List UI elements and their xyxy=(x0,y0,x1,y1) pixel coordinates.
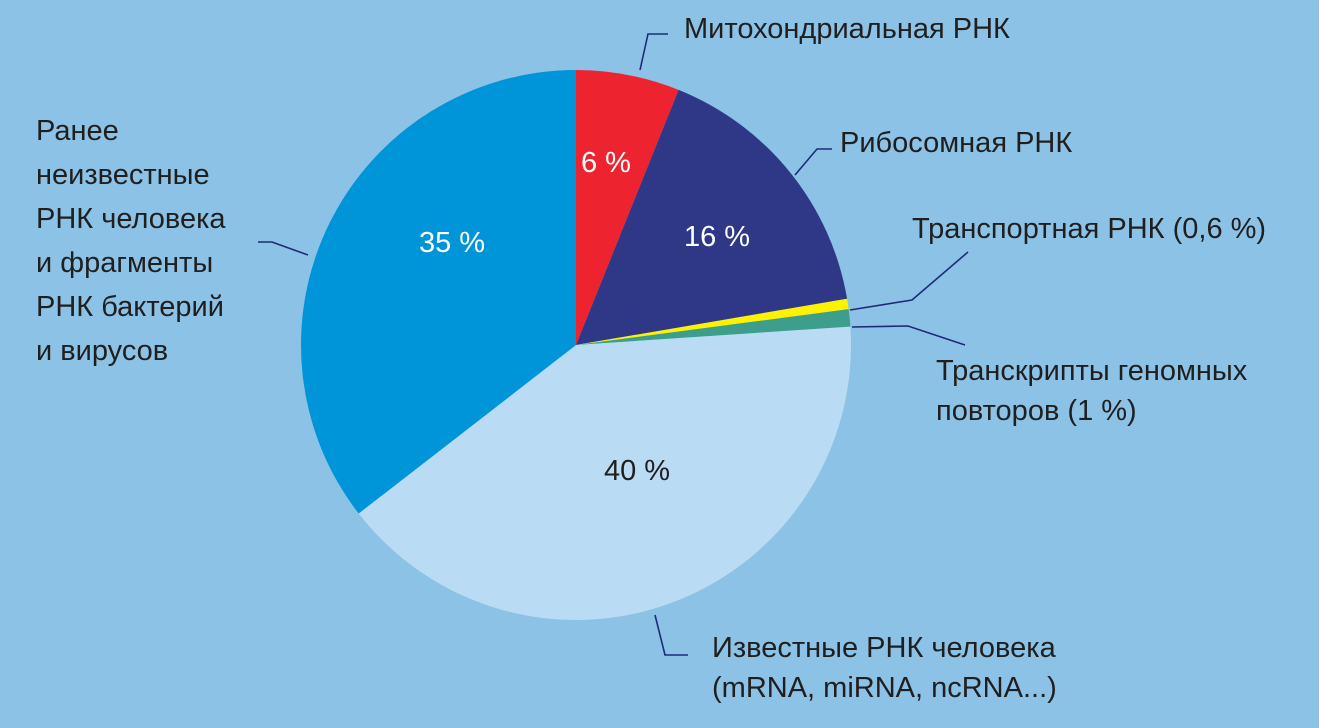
leader-line-mito xyxy=(639,33,668,71)
leader-line-known xyxy=(654,614,688,656)
callout-label-line: Транскрипты геномных xyxy=(936,355,1248,387)
callout-label-line: и вирусов xyxy=(36,335,168,367)
callout-label-line: (mRNA, miRNA, ncRNA...) xyxy=(712,672,1057,704)
pie-slice-known xyxy=(358,326,851,620)
callout-label-line: Известные РНК человека xyxy=(712,632,1057,664)
pie-slice-repeats xyxy=(576,309,851,345)
callout-label-trna: Транспортная РНК (0,6 %) xyxy=(912,213,1266,245)
callout-label-line: и фрагменты xyxy=(36,247,213,279)
callout-label-ribo: Рибосомная РНК xyxy=(840,127,1072,159)
leader-line-ribo xyxy=(794,148,832,176)
leader-line-trna xyxy=(849,251,969,311)
slice-value-label-unknown: 35 % xyxy=(419,227,485,259)
slice-callout-labels: Митохондриальная РНК Рибосомная РНК Трансп… xyxy=(36,13,1266,704)
slice-value-label-ribo: 16 % xyxy=(684,221,750,253)
callout-label-line: Транспортная РНК (0,6 %) xyxy=(912,213,1266,245)
callout-label-line: Рибосомная РНК xyxy=(840,127,1072,159)
pie-slice-mito xyxy=(576,70,679,345)
callout-label-line: неизвестные xyxy=(36,159,210,191)
callout-label-known: Известные РНК человека (mRNA, miRNA, ncRN… xyxy=(712,632,1057,704)
slice-value-label-known: 40 % xyxy=(604,455,670,487)
callout-label-unknown: Ранее неизвестные РНК человека и фрагменты Р… xyxy=(36,115,226,367)
pie-slice-unknown xyxy=(301,70,576,514)
callout-label-repeats: Транскрипты геномных повторов (1 %) xyxy=(936,355,1248,427)
leader-line-repeats xyxy=(851,325,966,346)
callout-label-line: РНК бактерий xyxy=(36,291,224,323)
pie-slice-ribo xyxy=(576,89,848,345)
leader-line-unknown xyxy=(258,241,309,256)
slice-value-labels: 6 % 16 % 40 % 35 % xyxy=(419,147,750,487)
callout-label-line: РНК человека xyxy=(36,203,226,235)
callout-label-mito: Митохондриальная РНК xyxy=(684,13,1010,45)
leader-lines xyxy=(258,33,969,656)
pie-slice-trna xyxy=(576,298,849,345)
callout-label-line: повторов (1 %) xyxy=(936,395,1137,427)
pie-slices xyxy=(301,70,851,620)
slice-value-label-mito: 6 % xyxy=(581,147,631,179)
callout-label-line: Митохондриальная РНК xyxy=(684,13,1010,45)
callout-label-line: Ранее xyxy=(36,115,119,147)
